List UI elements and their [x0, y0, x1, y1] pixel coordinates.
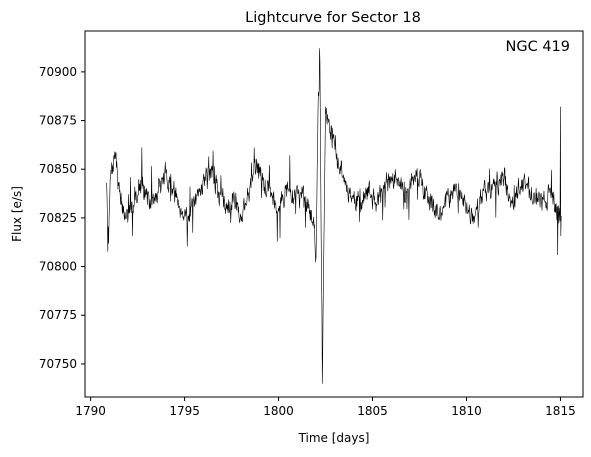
x-axis-ticks: 1790 1795 1800 1805 1810 1815	[75, 397, 576, 418]
y-tick-label: 70825	[39, 211, 77, 225]
plot-frame	[84, 30, 584, 398]
plot-area	[84, 30, 584, 398]
y-tick-label: 70800	[39, 260, 77, 274]
x-tick-label: 1805	[357, 404, 388, 418]
x-tick-label: 1815	[545, 404, 576, 418]
annotation-label: NGC 419	[506, 39, 571, 55]
x-tick-label: 1800	[263, 404, 294, 418]
x-tick-label: 1790	[75, 404, 106, 418]
y-tick-label: 70875	[39, 114, 77, 128]
y-tick-label: 70900	[39, 65, 77, 79]
y-tick-label: 70775	[39, 308, 77, 322]
y-tick-label: 70750	[39, 357, 77, 371]
x-axis-label: Time [days]	[298, 431, 370, 445]
series-layer	[106, 48, 562, 384]
y-axis-label: Flux [e/s]	[10, 186, 24, 242]
chart-title: Lightcurve for Sector 18	[245, 10, 421, 26]
x-tick-label: 1795	[169, 404, 200, 418]
flux-series-line	[106, 48, 562, 384]
y-tick-label: 70850	[39, 162, 77, 176]
y-axis-ticks: 70750 70775 70800 70825 70850 70875 70900	[39, 65, 85, 371]
x-tick-label: 1810	[451, 404, 482, 418]
